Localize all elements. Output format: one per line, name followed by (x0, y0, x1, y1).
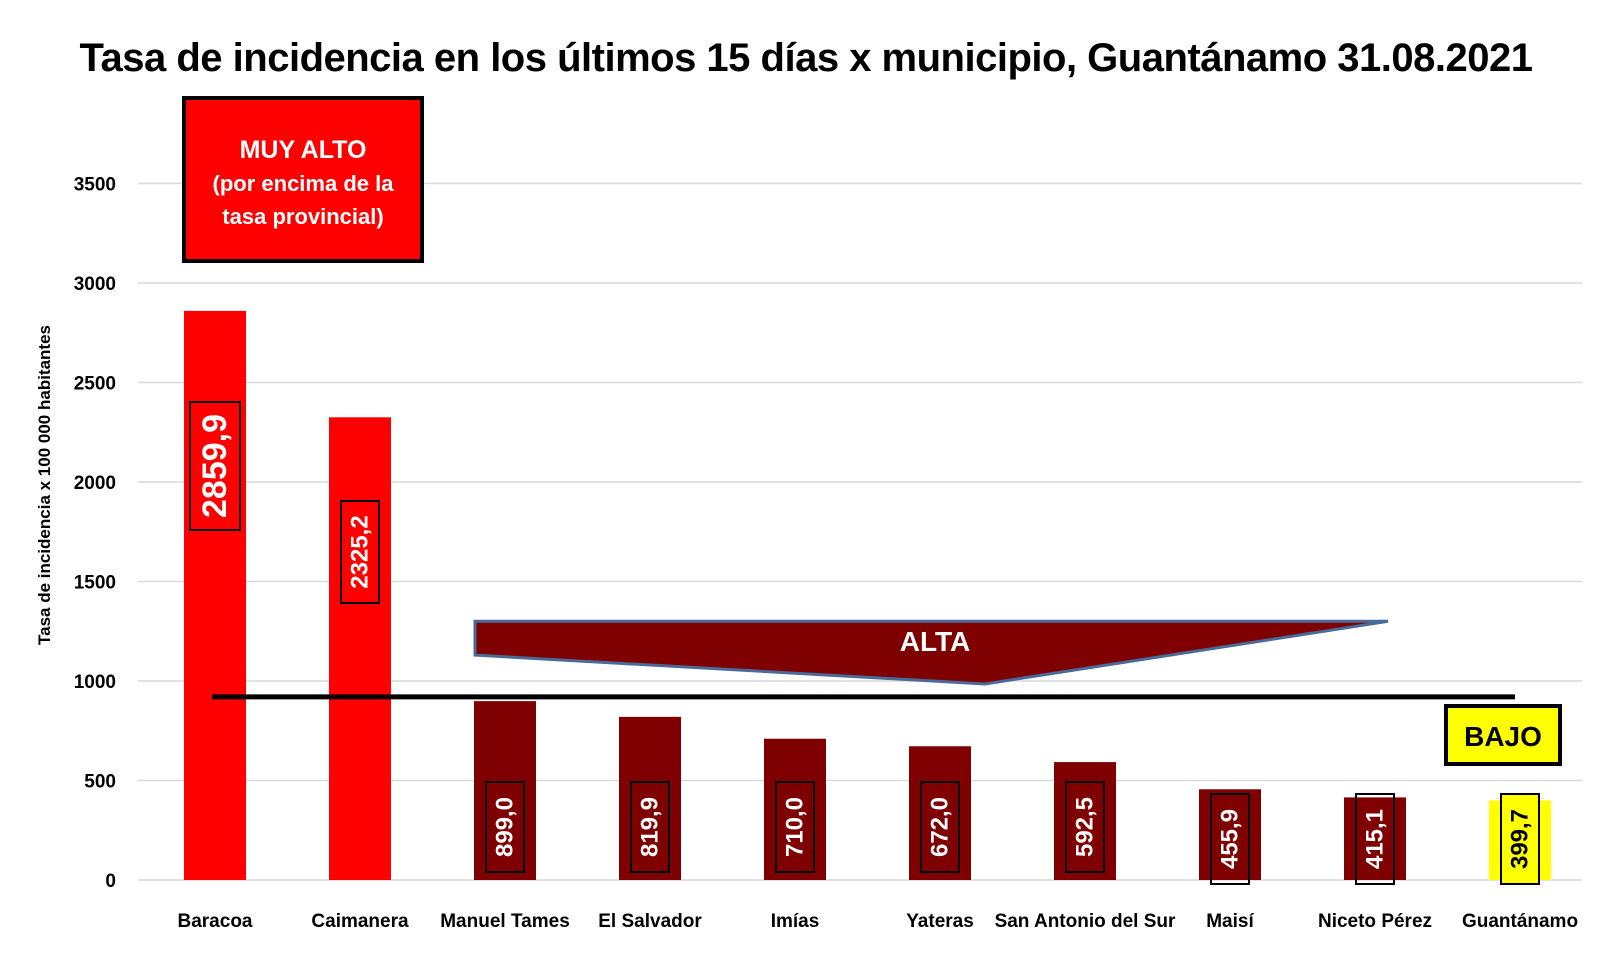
y-tick-labels: 0 500 1000 1500 2000 2500 3000 3500 (74, 175, 116, 893)
y-tick-label: 1000 (74, 672, 116, 693)
bar (619, 716, 681, 880)
data-label: 710,0 (782, 797, 809, 857)
bars (184, 310, 1551, 881)
bar (909, 746, 971, 880)
y-tick-label: 2000 (74, 473, 116, 494)
x-category-label: Guantánamo (1462, 911, 1578, 932)
bar (329, 417, 391, 880)
bar (764, 738, 826, 880)
data-label: 899,0 (492, 797, 519, 857)
x-category-label: Manuel Tames (440, 911, 570, 932)
muy-alto-callout-text: tasa provincial) (222, 204, 383, 229)
data-label-box (630, 781, 670, 873)
x-category-label: El Salvador (598, 911, 702, 932)
x-category-label: San Antonio del Sur (995, 911, 1176, 932)
chart-title: Tasa de incidencia en los últimos 15 día… (79, 36, 1533, 80)
y-tick-label: 1500 (74, 573, 116, 594)
y-tick-label: 0 (105, 871, 116, 892)
alta-callout-shape (473, 619, 1389, 686)
data-label: 819,9 (637, 797, 664, 857)
alta-callout: ALTA (473, 619, 1389, 686)
data-label-box (775, 781, 815, 873)
muy-alto-callout-box (182, 96, 424, 263)
bar (1199, 789, 1261, 880)
data-label-box (1500, 793, 1540, 885)
muy-alto-callout-text: MUY ALTO (240, 136, 367, 164)
x-category-label: Baracoa (178, 911, 253, 932)
callouts: MUY ALTO (por encima de la tasa provincial… (182, 96, 1562, 766)
alta-callout-label: ALTA (900, 626, 971, 657)
data-label-box (1210, 793, 1250, 885)
data-label: 592,5 (1072, 797, 1099, 857)
data-label-box (340, 500, 380, 604)
x-category-label: Maisí (1206, 911, 1254, 932)
data-labels: 2859,9 2325,2 899,0 819,9 710,0 672,0 592,5 455… (189, 401, 1540, 885)
y-tick-label: 3000 (74, 274, 116, 295)
data-label-box (485, 781, 525, 873)
data-label: 2859,9 (196, 414, 234, 518)
y-tick-label: 500 (84, 772, 116, 793)
bajo-callout-label: BAJO (1464, 721, 1542, 752)
x-category-label: Imías (771, 911, 820, 932)
x-category-label: Niceto Pérez (1318, 911, 1432, 932)
x-category-label: Yateras (906, 911, 974, 932)
data-label-box (920, 781, 960, 873)
data-label-box (1065, 781, 1105, 873)
y-tick-label: 2500 (74, 374, 116, 395)
bar (1344, 797, 1406, 880)
y-tick-label: 3500 (74, 175, 116, 196)
data-label-box (189, 401, 241, 531)
data-label-box (1355, 793, 1395, 885)
data-label: 455,9 (1217, 809, 1244, 869)
x-category-labels: Baracoa Caimanera Manuel Tames El Salvador I… (178, 911, 1579, 932)
bar (474, 701, 536, 880)
bajo-callout-box (1444, 704, 1562, 766)
bar (184, 310, 246, 881)
data-label: 415,1 (1362, 809, 1389, 869)
data-label: 399,7 (1507, 809, 1534, 869)
x-category-label: Caimanera (311, 911, 409, 932)
muy-alto-callout-text: (por encima de la (213, 171, 395, 196)
data-label: 672,0 (927, 797, 954, 857)
data-label: 2325,2 (347, 515, 374, 588)
